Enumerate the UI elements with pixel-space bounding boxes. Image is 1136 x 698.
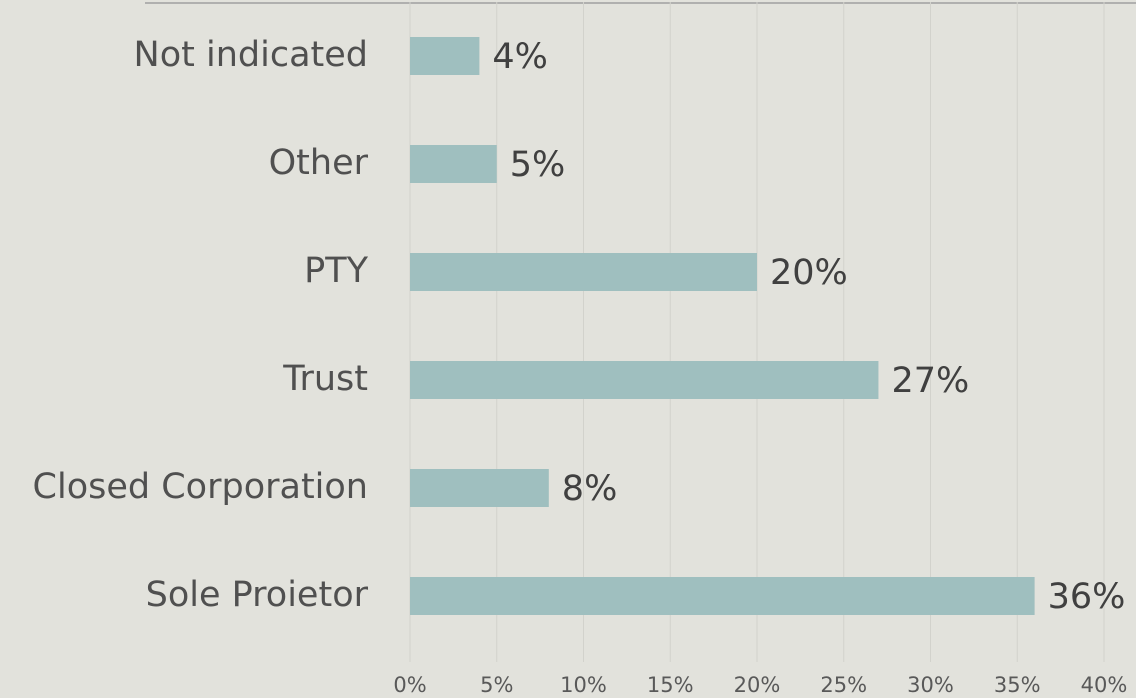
x-tick-label: 40% <box>1081 673 1128 697</box>
x-tick-label: 25% <box>820 673 867 697</box>
x-tick-label: 30% <box>907 673 954 697</box>
x-tick-label: 0% <box>393 673 426 697</box>
category-label: Closed Corporation <box>33 467 368 507</box>
category-label: Trust <box>282 359 368 399</box>
value-label: 36% <box>1048 577 1126 617</box>
x-tick-label: 5% <box>480 673 513 697</box>
x-tick-label: 15% <box>647 673 694 697</box>
bar <box>410 253 757 291</box>
value-label: 4% <box>492 37 548 77</box>
x-tick-label: 20% <box>734 673 781 697</box>
x-tick-label: 10% <box>560 673 607 697</box>
value-label: 8% <box>562 469 618 509</box>
x-tick-label: 35% <box>994 673 1041 697</box>
bar <box>410 37 480 75</box>
category-label: Sole Proietor <box>146 575 369 615</box>
category-label: PTY <box>304 251 368 291</box>
bar <box>410 361 879 399</box>
bar <box>410 469 549 507</box>
value-label: 27% <box>891 361 969 401</box>
bar <box>410 145 497 183</box>
category-label: Other <box>269 143 369 183</box>
category-label: Not indicated <box>134 35 368 75</box>
value-label: 5% <box>510 145 566 185</box>
bar <box>410 577 1035 615</box>
value-label: 20% <box>770 253 848 293</box>
